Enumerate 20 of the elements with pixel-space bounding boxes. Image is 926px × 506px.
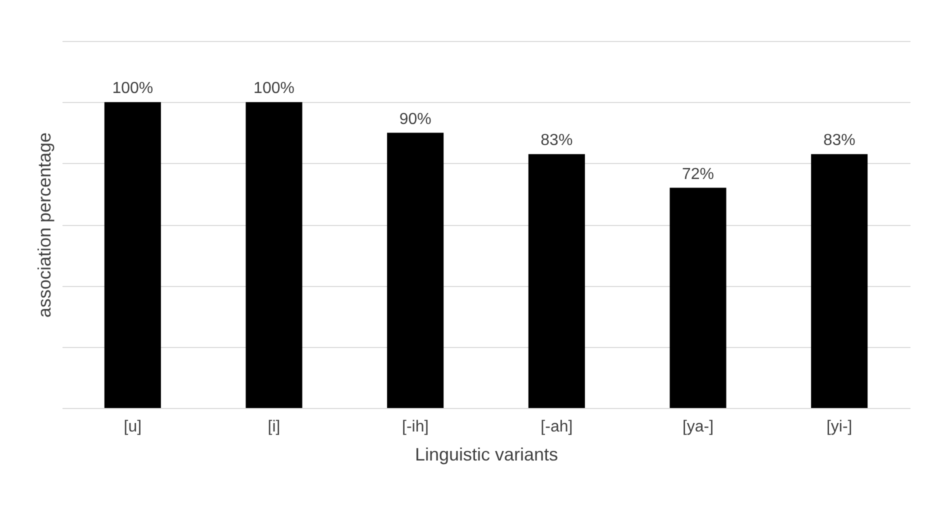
- x-tick-label: [yi-]: [826, 418, 852, 436]
- bar: [387, 132, 444, 408]
- x-tick-label: [u]: [124, 418, 142, 436]
- bar: [811, 154, 868, 408]
- bar: [528, 154, 585, 408]
- data-label: 83%: [540, 132, 573, 150]
- x-tick-label: [-ah]: [540, 418, 573, 436]
- x-tick-label: [ya-]: [682, 418, 714, 436]
- y-axis-title: association percentage: [34, 132, 54, 318]
- data-label: 100%: [112, 80, 154, 98]
- data-label: 90%: [399, 110, 432, 128]
- x-tick-label: [i]: [268, 418, 280, 436]
- bar: [104, 102, 161, 408]
- data-label: 72%: [682, 166, 714, 183]
- x-tick-label: [-ih]: [402, 418, 429, 436]
- x-axis-title: Linguistic variants: [414, 444, 558, 464]
- data-label: 100%: [254, 80, 294, 98]
- bar: [670, 188, 726, 408]
- data-label: 83%: [823, 132, 856, 150]
- bar: [246, 102, 302, 408]
